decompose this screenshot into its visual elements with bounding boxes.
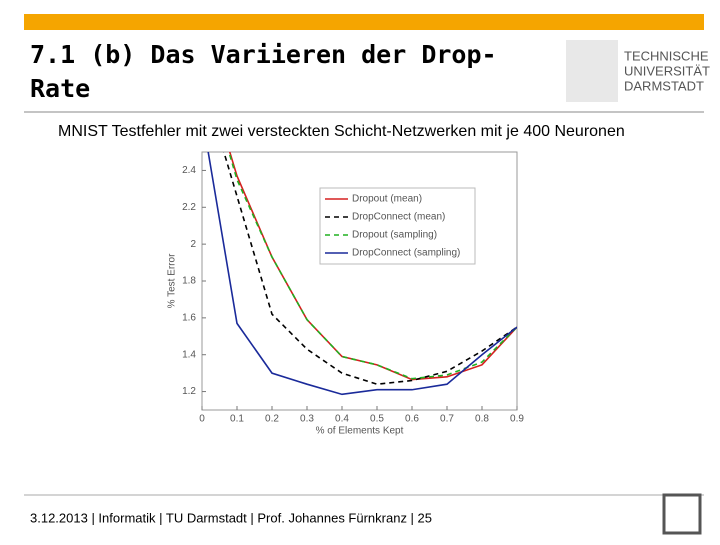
x-tick-label: 0.2 bbox=[265, 414, 279, 425]
series-line bbox=[223, 152, 517, 386]
y-tick-label: 2 bbox=[190, 239, 196, 250]
top-bar bbox=[24, 14, 704, 30]
x-axis-label: % of Elements Kept bbox=[316, 426, 404, 437]
legend-label: Dropout (mean) bbox=[352, 194, 422, 205]
chart: 1.2 1.4 1.6 1.8 2 2.2 2.4 0 0.1 0.2 0.3 0.4 0.5 0.6 0.… bbox=[167, 151, 524, 437]
x-tick-label: 0 bbox=[199, 414, 205, 425]
legend-label: DropConnect (sampling) bbox=[352, 248, 460, 259]
y-tick-label: 1.4 bbox=[182, 349, 196, 360]
slide-title: 7.1 (b) Das Variieren der Drop- bbox=[30, 40, 497, 69]
x-tick-label: 0.9 bbox=[510, 414, 524, 425]
x-tick-label: 0.3 bbox=[300, 414, 314, 425]
x-tick-label: 0.7 bbox=[440, 414, 454, 425]
series-line bbox=[207, 152, 517, 396]
y-tick-label: 1.8 bbox=[182, 276, 196, 287]
slide-title: Rate bbox=[30, 74, 90, 103]
legend-box bbox=[319, 187, 476, 265]
x-tick-label: 0.1 bbox=[230, 414, 244, 425]
footer: 3.12.2013 | Informatik | TU Darmstadt | … bbox=[30, 510, 432, 525]
y-tick-label: 2.2 bbox=[182, 202, 196, 213]
logo-text: DARMSTADT bbox=[624, 78, 704, 93]
x-tick-label: 0.6 bbox=[405, 414, 419, 425]
logo-text: TECHNISCHE bbox=[624, 48, 709, 63]
y-tick-label: 1.2 bbox=[182, 386, 196, 397]
subtitle: MNIST Testfehler mit zwei versteckten Sc… bbox=[58, 123, 625, 140]
legend-label: DropConnect (mean) bbox=[352, 212, 445, 223]
y-axis-label: % Test Error bbox=[167, 253, 178, 308]
x-tick-label: 0.8 bbox=[475, 414, 489, 425]
logo-text: UNIVERSITÄT bbox=[624, 63, 710, 78]
y-tick-label: 2.4 bbox=[182, 165, 196, 176]
legend-label: Dropout (sampling) bbox=[352, 230, 437, 241]
x-tick-label: 0.4 bbox=[335, 414, 349, 425]
logo-icon bbox=[662, 493, 702, 535]
y-tick-label: 1.6 bbox=[182, 312, 196, 323]
logo-image bbox=[566, 40, 618, 102]
x-tick-label: 0.5 bbox=[370, 414, 384, 425]
